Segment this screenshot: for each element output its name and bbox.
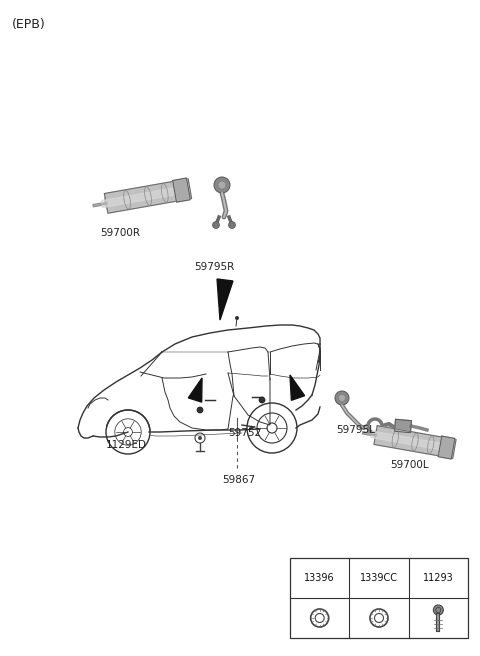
Circle shape xyxy=(228,222,236,228)
Polygon shape xyxy=(217,279,233,320)
Polygon shape xyxy=(173,178,190,202)
Circle shape xyxy=(197,407,203,413)
Circle shape xyxy=(433,605,444,615)
Ellipse shape xyxy=(105,195,111,211)
Polygon shape xyxy=(105,179,192,213)
Text: 1339CC: 1339CC xyxy=(360,573,398,583)
Polygon shape xyxy=(374,426,456,459)
Text: 59795L: 59795L xyxy=(336,425,375,435)
Text: 59700L: 59700L xyxy=(390,460,429,470)
Polygon shape xyxy=(371,431,443,450)
Polygon shape xyxy=(290,375,305,400)
Circle shape xyxy=(335,391,349,405)
Text: 59700R: 59700R xyxy=(100,228,140,238)
Text: 1129ED: 1129ED xyxy=(106,440,147,450)
Text: 11293: 11293 xyxy=(423,573,454,583)
Text: 59752: 59752 xyxy=(228,428,261,438)
Circle shape xyxy=(338,394,346,401)
Text: 59867: 59867 xyxy=(222,475,255,485)
Ellipse shape xyxy=(374,428,381,443)
Polygon shape xyxy=(188,378,202,402)
Polygon shape xyxy=(395,419,411,433)
Circle shape xyxy=(218,181,226,189)
Circle shape xyxy=(213,222,219,228)
Circle shape xyxy=(235,316,239,320)
Bar xyxy=(290,558,468,638)
Circle shape xyxy=(214,177,230,193)
Text: (EPB): (EPB) xyxy=(12,18,46,31)
Text: 59795R: 59795R xyxy=(194,262,234,272)
Polygon shape xyxy=(438,436,455,459)
Text: 13396: 13396 xyxy=(304,573,335,583)
Circle shape xyxy=(198,436,202,440)
Polygon shape xyxy=(101,188,178,207)
Circle shape xyxy=(259,397,265,403)
